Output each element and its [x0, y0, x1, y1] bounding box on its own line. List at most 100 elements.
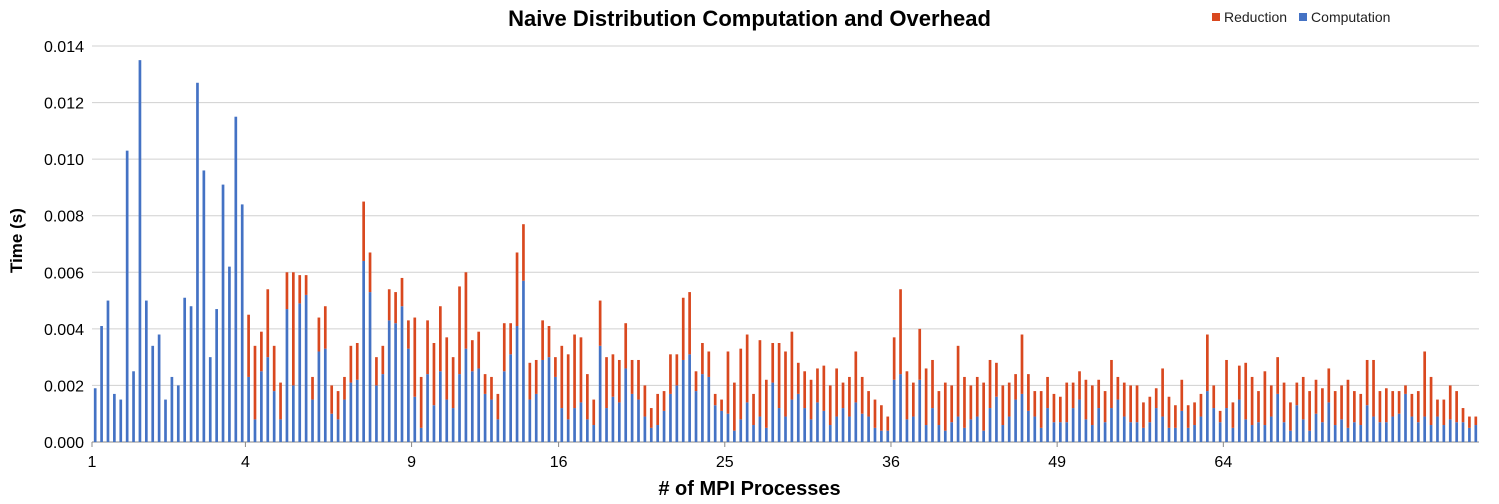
bar-computation	[854, 402, 858, 442]
bar-reduction	[1193, 402, 1196, 426]
bar-reduction	[1167, 396, 1171, 428]
bar-reduction	[1174, 405, 1177, 428]
bar-computation	[343, 399, 346, 442]
bar-computation	[125, 150, 129, 442]
bar-computation	[1365, 405, 1369, 442]
bar-computation	[1442, 425, 1446, 442]
bar-computation	[1052, 422, 1056, 442]
bar-computation	[291, 385, 295, 442]
bar-reduction	[490, 376, 493, 400]
bar-computation	[240, 204, 244, 442]
bar-computation	[822, 410, 826, 442]
bar-computation	[1321, 422, 1324, 442]
bar-computation	[1461, 422, 1465, 442]
bar-reduction	[1078, 371, 1081, 400]
bar-reduction	[1218, 410, 1222, 423]
legend-swatch-computation	[1299, 13, 1308, 21]
y-tick-label: 0.004	[44, 322, 84, 339]
bar-computation	[317, 351, 321, 442]
bar-computation	[1263, 425, 1267, 442]
bar-computation	[1148, 422, 1152, 442]
bar-reduction	[509, 323, 512, 355]
bar-computation	[1448, 419, 1452, 442]
bar-reduction	[1269, 385, 1273, 417]
bar-reduction	[1039, 391, 1043, 428]
bar-computation	[1142, 427, 1145, 442]
bar-computation	[1122, 416, 1126, 442]
bar-computation	[739, 419, 743, 442]
bar-reduction	[534, 359, 538, 394]
bar-computation	[100, 326, 103, 442]
bar-computation	[617, 402, 621, 442]
y-tick-label: 0.002	[44, 378, 84, 395]
bar-reduction	[1257, 391, 1260, 423]
bar-computation	[573, 408, 576, 442]
bar-computation	[1416, 422, 1420, 442]
bar-reduction	[407, 320, 410, 349]
bar-computation	[1346, 427, 1350, 442]
bar-reduction	[777, 343, 781, 409]
bar-reduction	[720, 399, 723, 411]
bar-computation	[1135, 422, 1139, 442]
bar-computation	[221, 184, 225, 442]
bar-computation	[368, 292, 372, 442]
bar-reduction	[809, 379, 813, 420]
bar-reduction	[1065, 382, 1069, 423]
bar-reduction	[956, 345, 960, 417]
bar-computation	[528, 399, 532, 442]
bar-reduction	[630, 359, 634, 394]
bar-computation	[918, 379, 922, 442]
bar-reduction	[496, 393, 500, 420]
bar-computation	[1333, 425, 1337, 442]
bar-reduction	[988, 359, 992, 409]
bar-reduction	[937, 391, 941, 426]
bar-computation	[419, 427, 423, 442]
bar-computation	[905, 419, 909, 442]
bar-reduction	[1391, 391, 1395, 417]
bar-reduction	[995, 362, 998, 397]
bar-reduction	[458, 286, 461, 375]
bar-computation	[1129, 422, 1132, 442]
bar-computation	[1116, 399, 1120, 442]
bar-reduction	[860, 376, 864, 414]
bar-computation	[355, 379, 359, 442]
bar-computation	[483, 393, 487, 442]
bar-reduction	[1180, 379, 1184, 411]
bar-reduction	[694, 371, 698, 392]
x-tick-label: 16	[550, 454, 568, 471]
bar-reduction	[343, 376, 346, 400]
bar-reduction	[362, 201, 365, 261]
bar-computation	[1065, 422, 1069, 442]
bar-reduction	[758, 340, 762, 417]
bar-reduction	[1110, 359, 1113, 409]
x-tick-label: 49	[1048, 454, 1066, 471]
bar-reduction	[1212, 385, 1216, 409]
bar-reduction	[975, 376, 979, 417]
bar-computation	[1327, 402, 1331, 442]
bar-computation	[1097, 408, 1101, 442]
bar-reduction	[279, 382, 282, 420]
bar-computation	[1154, 408, 1158, 442]
bar-computation	[809, 419, 813, 442]
bar-computation	[937, 425, 941, 442]
bar-computation	[1001, 425, 1005, 442]
bar-computation	[764, 427, 768, 442]
bar-reduction	[701, 343, 704, 375]
bar-reduction	[1397, 391, 1401, 414]
bar-reduction	[643, 385, 647, 417]
bar-reduction	[1359, 393, 1363, 426]
bar-computation	[1225, 408, 1228, 442]
bar-reduction	[1090, 385, 1094, 426]
bar-reduction	[1084, 379, 1088, 420]
legend-label-computation: Computation	[1311, 9, 1391, 25]
bar-reduction	[1148, 396, 1152, 423]
bar-computation	[1212, 408, 1216, 442]
bar-reduction	[304, 275, 308, 295]
bar-reduction	[1059, 396, 1062, 423]
bar-computation	[336, 419, 340, 442]
bar-computation	[566, 419, 570, 442]
bar-reduction	[1103, 391, 1107, 423]
bar-computation	[132, 371, 135, 442]
bar-reduction	[918, 328, 922, 380]
